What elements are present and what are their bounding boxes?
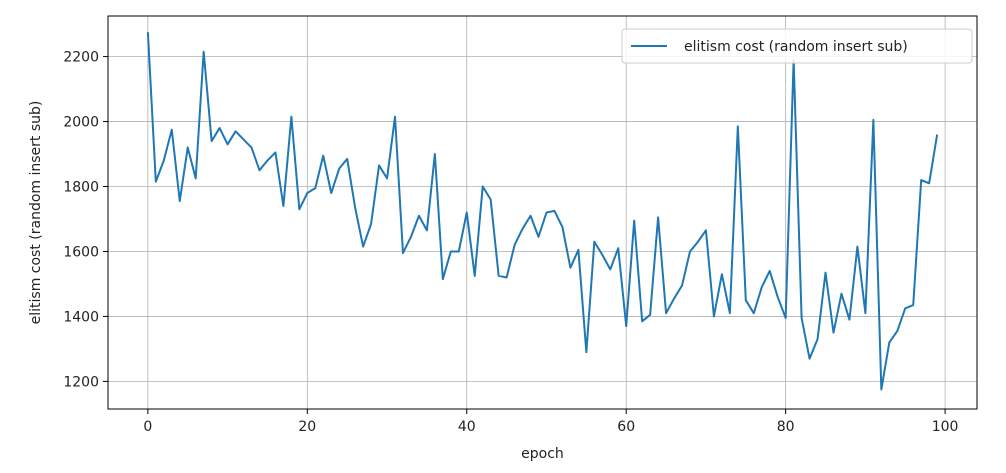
y-tick-label: 1600 (63, 244, 99, 260)
y-axis-label: elitism cost (random insert sub) (28, 101, 44, 325)
legend: elitism cost (random insert sub) (621, 28, 973, 64)
x-tick-label: 80 (777, 419, 795, 435)
axis-ticks: 0 20 40 60 80 100 1200 1400 1600 1800 2000 2200 (63, 50, 958, 435)
legend-box (621, 28, 973, 64)
x-tick-label: 0 (143, 419, 152, 435)
x-tick-label: 100 (932, 419, 959, 435)
y-tick-label: 1200 (63, 374, 99, 390)
x-tick-label: 40 (458, 419, 476, 435)
legend-label: elitism cost (random insert sub) (684, 39, 908, 55)
series-line (146, 32, 939, 391)
plot-area (146, 32, 939, 391)
plot-frame (107, 15, 978, 410)
x-tick-label: 60 (617, 419, 635, 435)
y-tick-label: 2000 (63, 115, 99, 131)
x-axis-label: epoch (521, 446, 564, 462)
x-tick-label: 20 (298, 419, 316, 435)
y-tick-label: 2200 (63, 50, 99, 66)
y-tick-label: 1400 (63, 309, 99, 325)
y-tick-label: 1800 (63, 180, 99, 196)
